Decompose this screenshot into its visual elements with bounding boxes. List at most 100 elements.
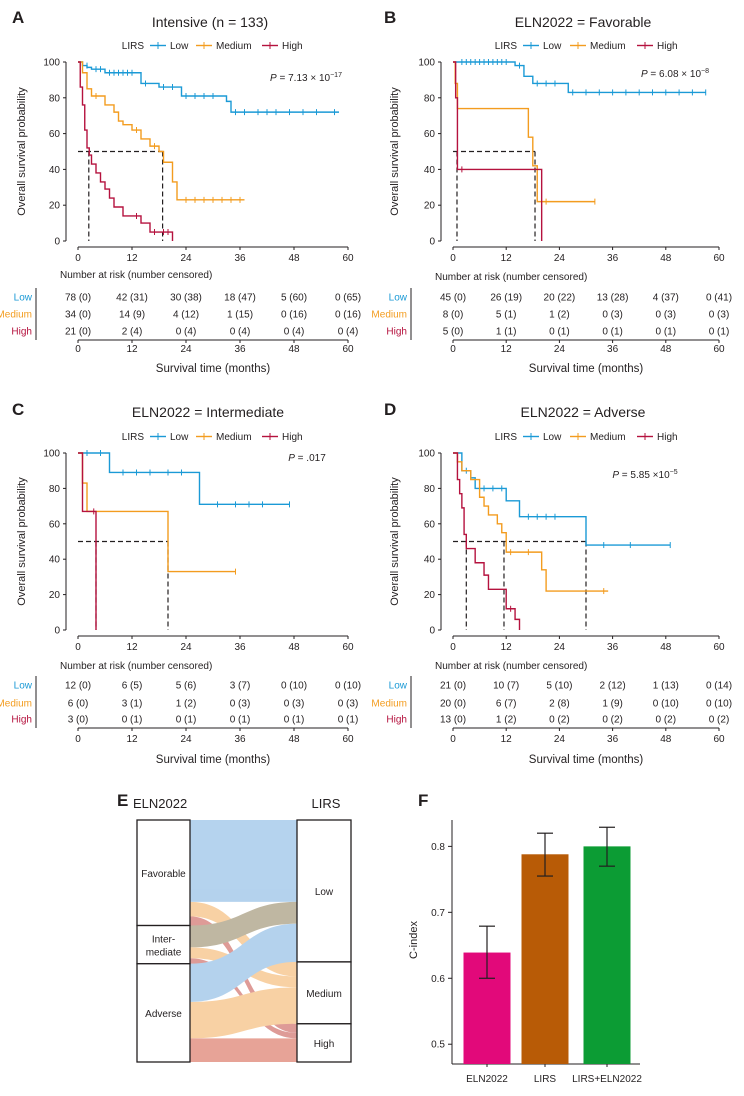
risk-table-title: Number at risk (number censored) [435,272,587,283]
risk-x-tick-label: 48 [660,344,672,355]
x-tick-label: 24 [554,642,566,653]
km-curve-high [453,61,543,241]
sankey-node-right [296,1023,352,1063]
sankey-node-label: Favorable [141,869,186,880]
y-tick-label: 80 [49,484,61,495]
risk-cell: 1 (13) [653,681,679,692]
km-panel-a: A Intensive (n = 133) LIRS Low Medium High P =… [0,8,361,375]
p-value-exponent: −8 [701,68,709,75]
y-tick-label: 20 [424,201,436,212]
legend-label-high: High [282,432,303,443]
panel-title: ELN2022 = Adverse [521,404,646,420]
risk-cell: 20 (22) [544,293,576,304]
risk-x-tick-label: 24 [180,734,192,745]
risk-cell: 0 (3) [656,310,677,321]
legend-title: LIRS [122,41,145,52]
risk-cell: 20 (0) [440,699,466,710]
panel-letter: B [384,8,396,27]
p-value-exponent: −5 [670,469,678,476]
x-tick-label: 0 [450,253,456,264]
risk-cell: 3 (7) [230,681,251,692]
legend-label-medium: Medium [216,432,252,443]
risk-cell: 0 (4) [338,327,359,338]
legend-label-medium: Medium [216,41,252,52]
panel-letter: D [384,400,396,419]
risk-cell: 13 (28) [597,293,629,304]
risk-cell: 0 (41) [706,293,732,304]
sankey-node-left [136,963,191,1063]
x-tick-label: 24 [180,642,192,653]
x-tick-label: 60 [713,253,725,264]
sankey-node-label: Low [315,887,334,898]
x-tick-label: 24 [180,253,192,264]
risk-cell: 0 (14) [706,681,732,692]
x-tick-label: 0 [450,642,456,653]
risk-cell: 6 (0) [68,699,89,710]
x-tick-label: 60 [342,253,354,264]
risk-cell: 0 (1) [176,715,197,726]
risk-cell: 2 (8) [549,699,570,710]
legend-label-low: Low [170,432,189,443]
risk-x-tick-label: 12 [126,344,138,355]
km-panel-c: C ELN2022 = Intermediate LIRS Low Medium High… [0,400,361,766]
risk-cell: 34 (0) [65,310,91,321]
km-curve-low [78,452,290,506]
risk-cell: 0 (1) [709,327,730,338]
km-curve-low [78,61,339,113]
legend-title: LIRS [122,432,145,443]
risk-cell: 5 (10) [546,681,572,692]
y-tick-label: 40 [424,165,436,176]
sankey-flow [190,1038,297,1062]
risk-cell: 1 (2) [176,699,197,710]
risk-row-label-high: High [386,327,407,338]
risk-cell: 78 (0) [65,293,91,304]
x-axis-label: Survival time (months) [156,754,271,766]
panel-letter: C [12,400,24,419]
sankey-node-left [136,924,191,965]
risk-table-title: Number at risk (number censored) [435,661,587,672]
risk-row-label-medium: Medium [0,699,32,710]
risk-cell: 14 (9) [119,310,145,321]
risk-cell: 0 (16) [281,310,307,321]
y-tick-label: 100 [418,58,435,69]
y-tick-label: 40 [424,555,436,566]
x-tick-label: 0 [75,253,81,264]
risk-cell: 2 (12) [600,681,626,692]
sankey-node-label-line: mediate [146,948,182,959]
risk-cell: 0 (3) [284,699,305,710]
risk-x-tick-label: 36 [607,344,619,355]
risk-row-label-high: High [386,715,407,726]
risk-cell: 0 (10) [281,681,307,692]
risk-cell: 21 (0) [65,327,91,338]
y-axis-label: Overall survival probability [389,477,401,606]
y-tick-label: 60 [424,129,436,140]
risk-cell: 0 (16) [335,310,361,321]
x-tick-label: 12 [501,642,513,653]
panel-letter: A [12,8,24,27]
risk-cell: 10 (7) [493,681,519,692]
risk-cell: 21 (0) [440,681,466,692]
p-value: P = 7.13 × 10−17 [270,72,342,84]
legend-label-high: High [657,41,678,52]
legend-label-medium: Medium [590,432,626,443]
risk-x-tick-label: 12 [126,734,138,745]
sankey-flow [190,820,297,902]
risk-cell: 0 (2) [602,715,623,726]
x-tick-label: 36 [607,253,619,264]
risk-cell: 0 (1) [656,327,677,338]
y-tick-label: 0 [54,237,60,248]
p-value-number: = .017 [295,453,326,464]
legend-label-medium: Medium [590,41,626,52]
y-axis-label: Overall survival probability [16,477,28,606]
sankey-node-label-line: Adverse [145,1009,182,1020]
y-axis-label: Overall survival probability [389,87,401,216]
risk-cell: 1 (9) [602,699,623,710]
risk-x-tick-label: 36 [234,734,246,745]
panel-letter: E [117,791,128,810]
legend-label-high: High [282,41,303,52]
risk-cell: 0 (1) [122,715,143,726]
panel-letter: F [418,791,428,810]
risk-row-label-low: Low [389,293,408,304]
x-tick-label: 60 [713,642,725,653]
